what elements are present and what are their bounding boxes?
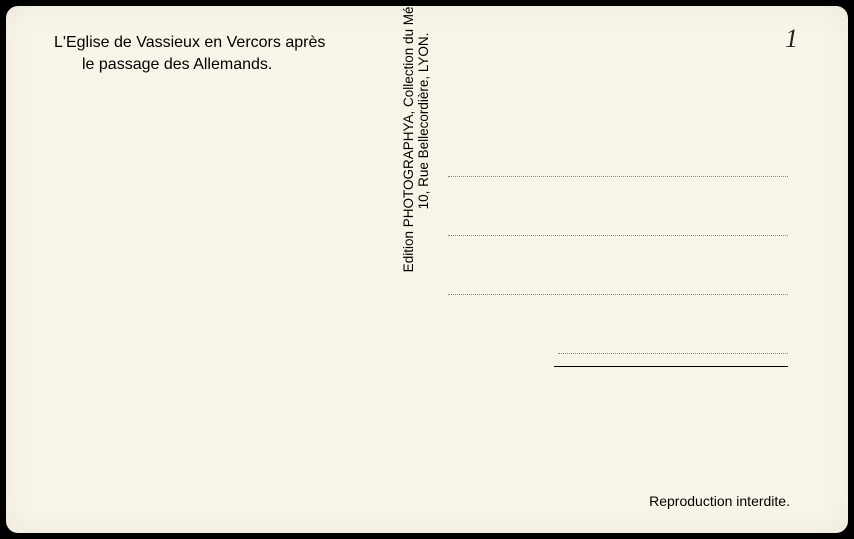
caption-line-1: L'Eglise de Vassieux en Vercors après — [54, 32, 325, 54]
address-line-3 — [448, 294, 788, 295]
publisher-line-1: Edition PHOTOGRAPHYA, Collection du Mémo… — [401, 0, 416, 301]
address-line-1 — [448, 176, 788, 177]
address-underline — [554, 366, 788, 367]
handwritten-number: 1 — [785, 24, 798, 54]
caption-line-2: le passage des Allemands. — [54, 54, 325, 76]
publisher-line-2: 10, Rue Bellecordière, LYON. — [416, 0, 431, 301]
caption-block: L'Eglise de Vassieux en Vercors après le… — [54, 32, 325, 77]
address-line-4 — [558, 353, 788, 354]
publisher-credit: Edition PHOTOGRAPHYA, Collection du Mémo… — [401, 0, 431, 301]
address-area — [448, 176, 788, 354]
postcard-back: L'Eglise de Vassieux en Vercors après le… — [6, 6, 848, 533]
address-line-2 — [448, 235, 788, 236]
footer-copyright: Reproduction interdite. — [649, 493, 790, 509]
